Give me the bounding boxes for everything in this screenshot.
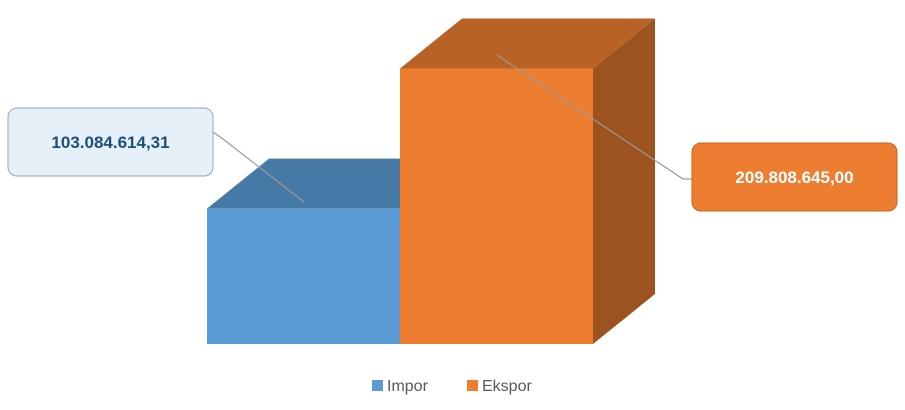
data-label-ekspor-text: 209.808.645,00 [735, 168, 853, 187]
legend-swatch-impor [372, 380, 383, 391]
legend-label-impor: Impor [387, 378, 429, 395]
leader-line-ekspor [496, 54, 692, 180]
legend-label-ekspor: Ekspor [482, 378, 532, 395]
legend-swatch-ekspor [467, 380, 478, 391]
bar-ekspor-side [593, 18, 655, 345]
bar-impor-front [207, 208, 400, 344]
bar-impor-top [207, 158, 462, 209]
data-label-ekspor-box [691, 142, 898, 212]
legend: Impor Ekspor [372, 378, 532, 395]
leader-line-impor [212, 131, 305, 203]
bar-ekspor-top [400, 18, 655, 69]
legend-item-impor: Impor [372, 378, 429, 395]
data-label-impor: 103.084.614,31 [7, 107, 214, 177]
bar-ekspor-front [400, 68, 593, 344]
bars-layer [207, 18, 655, 345]
data-label-ekspor: 209.808.645,00 [691, 142, 898, 212]
legend-item-ekspor: Ekspor [467, 378, 532, 395]
data-label-impor-box [7, 107, 214, 177]
leader-lines [212, 54, 692, 203]
bar-ekspor [400, 18, 655, 345]
data-label-impor-text: 103.084.614,31 [51, 133, 169, 152]
data-labels: 103.084.614,31 209.808.645,00 [7, 107, 898, 212]
